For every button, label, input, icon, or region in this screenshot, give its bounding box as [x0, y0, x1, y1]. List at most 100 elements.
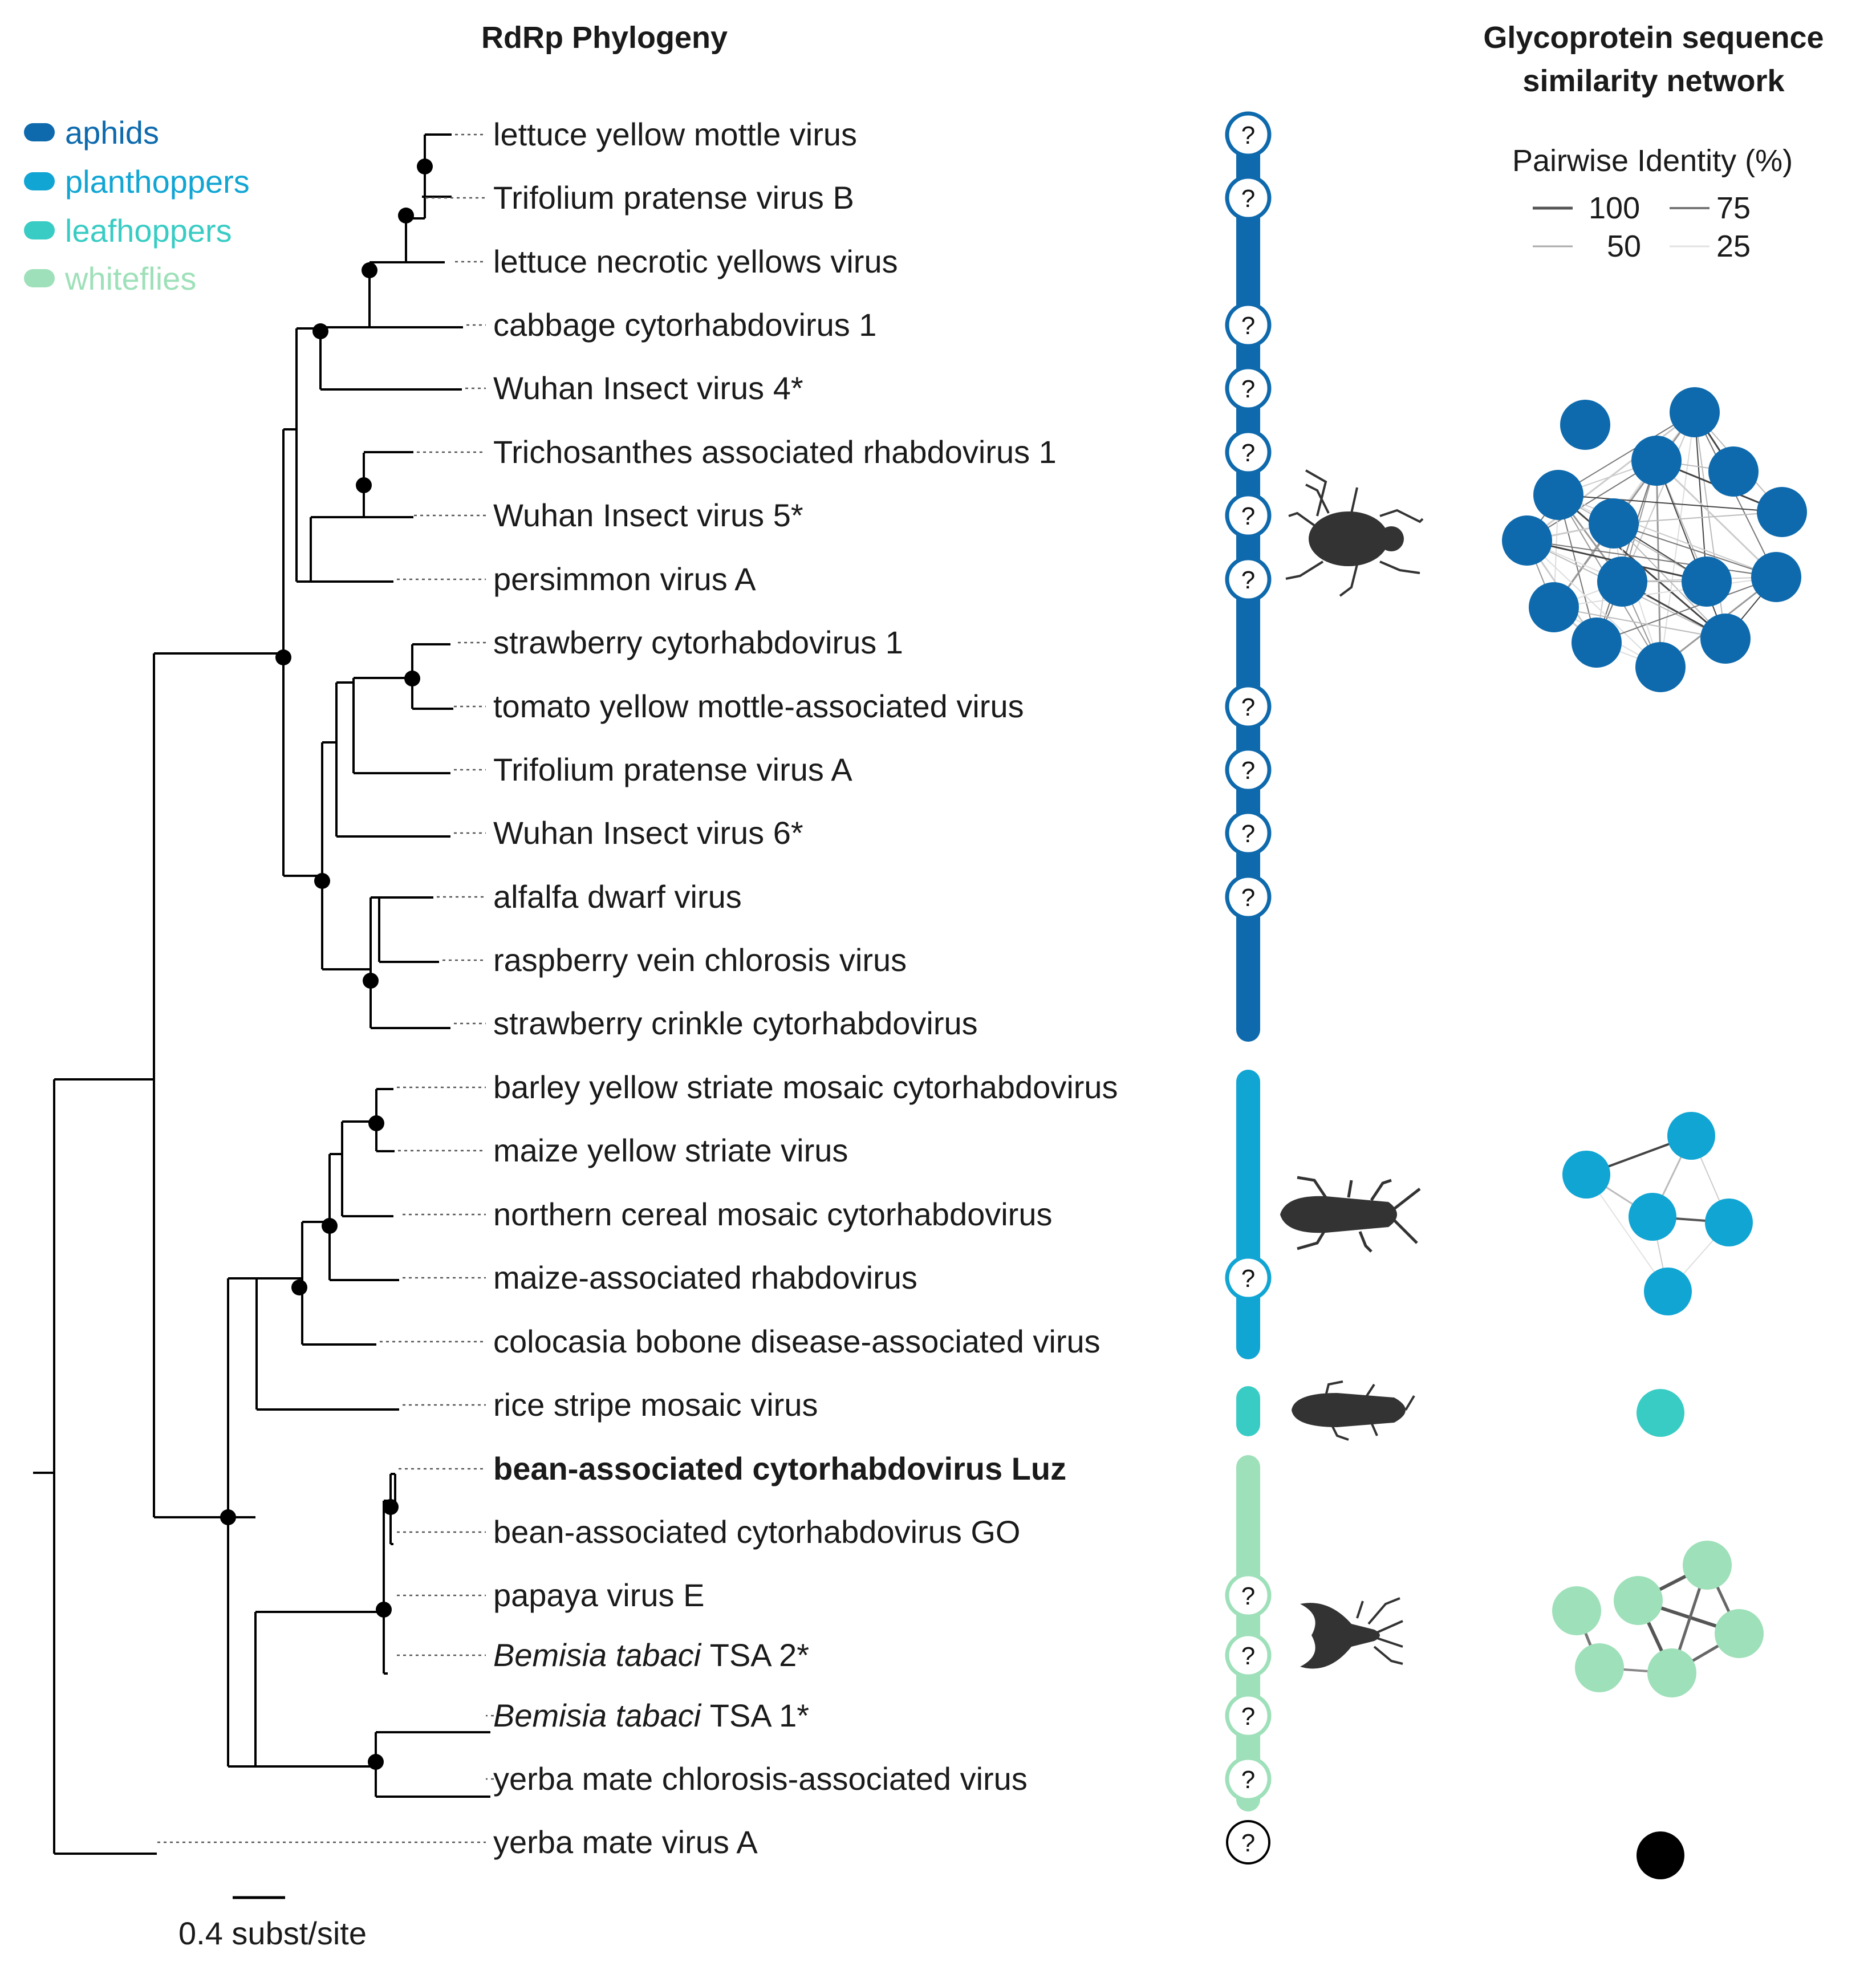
network-node — [1562, 1151, 1610, 1199]
network-node — [1597, 557, 1647, 607]
unknown-vector-mark: ? — [1241, 1703, 1255, 1731]
taxon-label: yerba mate chlorosis-associated virus — [493, 1761, 1028, 1797]
network-edge — [1558, 412, 1695, 495]
taxon-label: strawberry cytorhabdovirus 1 — [493, 624, 903, 660]
network-node — [1560, 400, 1610, 450]
network-node — [1529, 582, 1579, 632]
taxon-label: colocasia bobone disease-associated viru… — [493, 1323, 1101, 1359]
legend-swatch-whiteflies — [24, 269, 55, 287]
taxon-label: rice stripe mosaic virus — [493, 1387, 818, 1423]
taxon-labels: lettuce yellow mottle virus Trifolium pra… — [493, 116, 1118, 1860]
network-node — [1589, 498, 1639, 549]
phylogenetic-tree — [33, 133, 490, 1855]
network-edge — [1596, 460, 1657, 643]
network-title-line2: similarity network — [1522, 64, 1785, 98]
unknown-vector-mark: ? — [1241, 693, 1255, 721]
unknown-vector-mark: ? — [1241, 312, 1255, 340]
network-node — [1552, 1586, 1601, 1635]
unknown-vector-mark: ? — [1241, 884, 1255, 912]
taxon-label: tomato yellow mottle-associated virus — [493, 688, 1024, 724]
node-dot — [417, 159, 433, 174]
pi-label-100: 100 — [1589, 191, 1640, 225]
network-node — [1533, 470, 1583, 520]
taxon-label: raspberry vein chlorosis virus — [493, 942, 907, 978]
unknown-vector-circle — [1225, 683, 1272, 730]
network-node — [1644, 1268, 1692, 1315]
taxon-label: strawberry crinkle cytorhabdovirus — [493, 1005, 978, 1041]
network-edge — [1526, 540, 1661, 668]
taxon-label: cabbage cytorhabdovirus 1 — [493, 307, 876, 343]
taxon-label: yerba mate virus A — [493, 1824, 758, 1860]
unknown-vector-circle — [1225, 746, 1272, 793]
legend-label-leafhoppers: leafhoppers — [65, 213, 232, 249]
taxon-label: Trifolium pratense virus B — [493, 180, 854, 216]
legend-label-whiteflies: whiteflies — [64, 261, 196, 296]
network-node — [1705, 1199, 1753, 1246]
taxon-label: lettuce yellow mottle virus — [493, 116, 857, 152]
planthopper-bar — [1236, 1070, 1260, 1359]
network-node — [1757, 487, 1807, 537]
network-node — [1629, 1193, 1676, 1241]
leafhopper-icon — [1292, 1380, 1415, 1441]
node-dot — [383, 1499, 399, 1515]
leafhopper-network-node — [1637, 1389, 1684, 1437]
network-edge — [1526, 460, 1657, 541]
network-edge — [1558, 494, 1777, 578]
network-node — [1708, 446, 1759, 497]
unknown-vector-circle — [1225, 492, 1272, 539]
unknown-vector-mark: ? — [1241, 566, 1255, 594]
node-dot — [220, 1509, 236, 1525]
unknown-vector-circle — [1225, 174, 1272, 221]
pairwise-title: Pairwise Identity (%) — [1512, 144, 1793, 178]
network-edge — [1596, 576, 1777, 643]
network-node — [1700, 614, 1751, 664]
whitefly-similarity-network — [1552, 1541, 1764, 1697]
pi-label-25: 25 — [1716, 229, 1751, 263]
unknown-vector-circle — [1226, 1820, 1270, 1865]
taxon-label: barley yellow striate mosaic cytorhabdov… — [493, 1069, 1118, 1105]
aphid-icon — [1285, 469, 1424, 597]
aphid-similarity-network — [1502, 387, 1807, 692]
taxon-suffix: TSA 2* — [710, 1637, 809, 1673]
node-dot — [356, 477, 372, 493]
unknown-vector-circle — [1225, 429, 1272, 476]
unknown-vector-circle — [1225, 111, 1272, 158]
legend-label-planthoppers: planthoppers — [65, 164, 250, 200]
unknown-vector-mark: ? — [1241, 1265, 1255, 1293]
node-dot — [314, 873, 330, 889]
node-dot — [376, 1602, 392, 1618]
planthopper-icon — [1280, 1176, 1421, 1253]
taxon-label: Trifolium pratense virus A — [493, 752, 852, 787]
network-edge — [1558, 494, 1782, 513]
leafhopper-bar — [1236, 1386, 1260, 1436]
taxon-label: bean-associated cytorhabdovirus Luz — [493, 1451, 1066, 1486]
legend-swatch-planthoppers — [24, 172, 55, 190]
network-edge — [1655, 460, 1662, 668]
node-dot — [368, 1115, 384, 1131]
network-node — [1572, 618, 1622, 668]
pi-label-50: 50 — [1607, 229, 1641, 263]
network-node — [1631, 436, 1682, 486]
taxon-label: Wuhan Insect virus 6* — [493, 815, 803, 851]
legend-label-aphids: aphids — [65, 115, 159, 151]
taxon-label: Wuhan Insect virus 4* — [493, 370, 803, 406]
taxon-label: lettuce necrotic yellows virus — [493, 243, 898, 279]
taxon-label: Bemisia tabaci TSA 2* — [493, 1637, 809, 1673]
taxon-label: Bemisia tabaci TSA 1* — [493, 1697, 809, 1733]
network-edge — [1613, 523, 1777, 578]
legend-swatch-leafhoppers — [24, 221, 55, 239]
node-dot — [368, 1754, 384, 1770]
taxon-label: papaya virus E — [493, 1577, 704, 1613]
taxon-label: bean-associated cytorhabdovirus GO — [493, 1514, 1021, 1550]
network-node — [1575, 1643, 1624, 1692]
node-dot — [312, 323, 328, 339]
network-edge — [1526, 540, 1777, 578]
unknown-vector-mark: ? — [1241, 439, 1255, 467]
vector-legend: aphids planthoppers leafhoppers whitefli… — [24, 115, 250, 296]
leaf-guide-lines — [157, 133, 494, 1843]
node-dot — [404, 671, 420, 687]
unknown-vector-circle — [1225, 1692, 1272, 1739]
taxon-label: maize yellow striate virus — [493, 1132, 848, 1168]
